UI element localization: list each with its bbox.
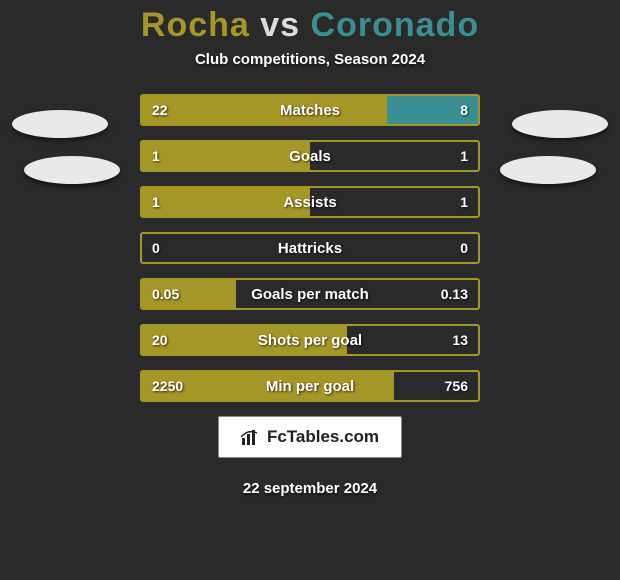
content-area: 228Matches11Goals11Assists00Hattricks0.0… xyxy=(0,94,620,402)
stat-value-p1: 2250 xyxy=(142,372,193,400)
stat-value-p1: 1 xyxy=(142,188,170,216)
stat-value-p2: 0.13 xyxy=(431,280,478,308)
stat-value-p1: 0.05 xyxy=(142,280,189,308)
comparison-card: Rocha vs Coronado Club competitions, Sea… xyxy=(0,0,620,580)
branding-text: FcTables.com xyxy=(267,427,379,447)
stat-value-p2: 13 xyxy=(442,326,478,354)
stat-value-p1: 20 xyxy=(142,326,178,354)
stat-value-p2: 756 xyxy=(435,372,478,400)
stat-row: 2013Shots per goal xyxy=(140,324,480,356)
vs-text: vs xyxy=(260,6,300,44)
page-title: Rocha vs Coronado xyxy=(0,6,620,45)
bar-chart-icon xyxy=(241,428,261,446)
stat-value-p2: 1 xyxy=(450,142,478,170)
stat-value-p1: 1 xyxy=(142,142,170,170)
stat-value-p1: 0 xyxy=(142,234,170,262)
stat-row: 2250756Min per goal xyxy=(140,370,480,402)
stat-row: 11Goals xyxy=(140,140,480,172)
date-text: 22 september 2024 xyxy=(0,480,620,497)
subtitle: Club competitions, Season 2024 xyxy=(0,51,620,68)
stat-row: 0 0Hattricks xyxy=(140,232,480,264)
player2-avatar-placeholder-1 xyxy=(512,110,608,138)
stat-value-p1: 22 xyxy=(142,96,178,124)
stat-fill-p1 xyxy=(142,96,387,124)
stat-value-p2: 8 xyxy=(450,96,478,124)
branding-box[interactable]: FcTables.com xyxy=(218,416,402,458)
player1-name: Rocha xyxy=(141,6,250,44)
player1-avatar-placeholder-2 xyxy=(24,156,120,184)
player1-avatar-placeholder-1 xyxy=(12,110,108,138)
player2-name: Coronado xyxy=(311,6,480,44)
stat-label: Hattricks xyxy=(142,234,478,262)
player2-avatar-placeholder-2 xyxy=(500,156,596,184)
stat-value-p2: 1 xyxy=(450,188,478,216)
stat-row: 228Matches xyxy=(140,94,480,126)
stat-row: 0.050.13Goals per match xyxy=(140,278,480,310)
branding-container: FcTables.com xyxy=(0,416,620,458)
stat-row: 11Assists xyxy=(140,186,480,218)
stat-value-p2: 0 xyxy=(450,234,478,262)
stat-rows: 228Matches11Goals11Assists00Hattricks0.0… xyxy=(140,94,480,402)
